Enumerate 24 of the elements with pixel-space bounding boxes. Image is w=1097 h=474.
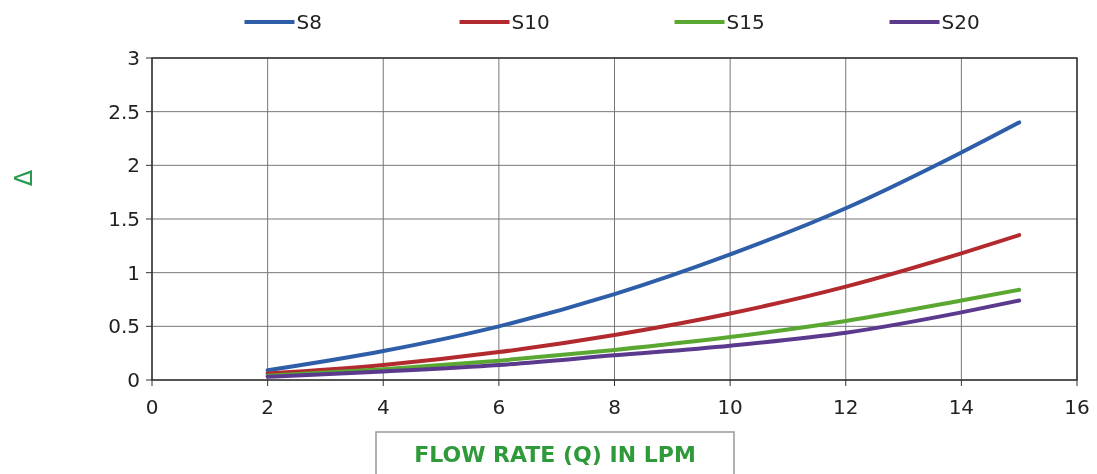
y-axis-title: Δ (10, 169, 38, 187)
x-tick-label: 6 (492, 395, 506, 419)
x-axis-title: FLOW RATE (Q) IN LPM (414, 442, 696, 467)
x-tick-label: 14 (948, 395, 975, 419)
x-tick-label: 12 (833, 395, 859, 419)
line-series (265, 233, 1022, 376)
legend-label: S15 (726, 10, 765, 34)
legend-label: S8 (296, 10, 322, 34)
legend-label: S10 (511, 10, 550, 34)
y-tick-label: 1 (127, 260, 140, 285)
y-tick-label: 0 (127, 368, 140, 392)
y-tick-label: 2 (127, 153, 140, 178)
x-tick-label: 10 (717, 395, 743, 419)
x-tick-label: 2 (261, 395, 274, 419)
y-tick-label: 1.5 (108, 207, 140, 231)
y-tick-label: 2.5 (108, 99, 140, 124)
x-tick-label: 0 (145, 395, 159, 419)
y-tick-label: 3 (127, 46, 140, 70)
y-tick-label: 0.5 (108, 314, 140, 339)
legend-label: S20 (941, 10, 980, 34)
x-tick-label: 8 (608, 395, 621, 419)
x-tick-label: 4 (376, 395, 390, 419)
line-series (265, 120, 1022, 373)
x-tick-label: 16 (1064, 395, 1090, 419)
